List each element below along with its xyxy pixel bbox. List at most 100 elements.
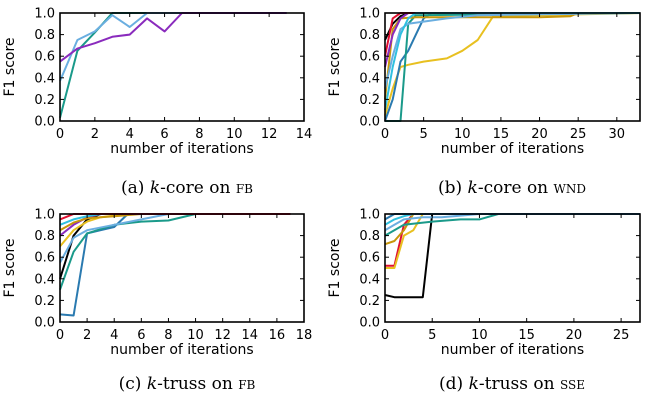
series-line-3 <box>385 12 641 122</box>
x-tick-label: 4 <box>110 328 118 343</box>
caption-k: k <box>468 178 478 198</box>
x-tick-label: 12 <box>261 127 278 142</box>
y-tick-label: 0.0 <box>359 316 380 331</box>
x-tick-label: 10 <box>471 328 488 343</box>
x-tick-label: 10 <box>226 127 243 142</box>
caption-k: k <box>469 374 479 394</box>
x-tick-label: 0 <box>56 127 64 142</box>
caption-dataset: sse <box>560 374 585 394</box>
x-tick-label: 0 <box>381 328 389 343</box>
x-tick-label: 10 <box>187 328 204 343</box>
y-tick-label: 0.0 <box>34 316 55 331</box>
caption-method: -truss on <box>157 374 238 394</box>
x-tick-label: 6 <box>137 328 145 343</box>
y-tick-label: 0.2 <box>34 93 55 108</box>
x-tick-label: 14 <box>242 328 259 343</box>
panel-caption: (a) k-core on fb <box>121 178 253 198</box>
x-tick-label: 12 <box>214 328 231 343</box>
caption-dataset: fb <box>238 374 255 394</box>
caption-label: (c) <box>119 374 147 394</box>
y-tick-label: 0.6 <box>359 251 380 266</box>
x-tick-label: 0 <box>381 127 389 142</box>
series-line-0 <box>384 213 640 299</box>
y-tick-label: 0.6 <box>34 251 55 266</box>
y-tick-label: 0.8 <box>34 28 55 43</box>
plot-frame <box>59 213 305 323</box>
y-tick-label: 0.8 <box>359 229 380 244</box>
x-tick-label: 2 <box>91 127 99 142</box>
y-tick-label: 0.8 <box>34 229 55 244</box>
x-tick-label: 6 <box>160 127 168 142</box>
x-axis-label: number of iterations <box>441 342 584 358</box>
y-axis-label: F1 score <box>327 37 343 96</box>
series-line-3 <box>384 213 640 246</box>
panel-caption: (d) k-truss on sse <box>439 374 585 394</box>
x-axis-label: number of iterations <box>441 141 584 157</box>
x-tick-label: 2 <box>83 328 91 343</box>
series-line-0 <box>59 12 287 119</box>
y-tick-label: 1.0 <box>359 7 380 22</box>
y-tick-label: 0.2 <box>34 294 55 309</box>
series-line-1 <box>384 12 641 116</box>
panel-caption: (c) k-truss on fb <box>119 374 256 394</box>
x-tick-label: 30 <box>609 127 626 142</box>
y-tick-label: 0.2 <box>359 93 380 108</box>
plot-frame <box>384 213 641 323</box>
y-tick-label: 0.6 <box>359 50 380 65</box>
caption-method: -core on <box>160 178 236 198</box>
panel-b: 0 5 10 15 20 25 30 0.0 0.2 0.4 0.6 0.8 1.0 number of … <box>327 7 641 198</box>
plot-frame <box>59 12 305 122</box>
caption-dataset: wnd <box>554 178 586 198</box>
y-tick-label: 1.0 <box>34 208 55 223</box>
x-tick-label: 5 <box>428 328 436 343</box>
y-axis-label: F1 score <box>327 238 343 297</box>
x-tick-label: 25 <box>613 328 630 343</box>
panel-d: 0 5 10 15 20 25 0.0 0.2 0.4 0.6 0.8 1.0 number of it… <box>327 208 641 394</box>
x-tick-label: 8 <box>195 127 203 142</box>
panel-a: 0 2 4 6 8 10 12 14 0.0 0.2 0.4 0.6 0.8 1.0 number of i… <box>2 7 312 199</box>
plot-frame <box>384 12 641 122</box>
x-axis-label: number of iterations <box>110 342 253 358</box>
y-tick-label: 0.4 <box>359 272 380 287</box>
x-tick-label: 0 <box>56 328 64 343</box>
x-tick-label: 15 <box>518 328 535 343</box>
series-line-2 <box>59 12 287 63</box>
x-tick-label: 14 <box>296 127 313 142</box>
x-tick-label: 4 <box>126 127 134 142</box>
caption-k: k <box>147 374 157 394</box>
x-tick-label: 25 <box>570 127 587 142</box>
y-tick-label: 1.0 <box>359 208 380 223</box>
series-line-3 <box>59 213 291 264</box>
x-tick-label: 20 <box>531 127 548 142</box>
series-line-2 <box>384 12 640 122</box>
x-tick-label: 20 <box>566 328 583 343</box>
x-tick-label: 18 <box>296 328 313 343</box>
x-tick-label: 10 <box>454 127 471 142</box>
x-tick-label: 15 <box>493 127 510 142</box>
panel-c: 0 2 4 6 8 10 12 14 16 18 0.0 0.2 0.4 0.6 0.8 1.0 number … <box>2 208 312 395</box>
series-line-5 <box>384 12 641 89</box>
y-tick-label: 0.8 <box>359 28 380 43</box>
caption-label: (a) <box>121 178 150 198</box>
x-tick-label: 8 <box>164 328 172 343</box>
panel-caption: (b) k-core on wnd <box>438 178 586 198</box>
caption-label: (d) <box>439 374 469 394</box>
y-tick-label: 0.4 <box>34 272 55 287</box>
y-axis-label: F1 score <box>2 238 18 297</box>
y-tick-label: 0.0 <box>34 115 55 130</box>
y-tick-label: 0.6 <box>34 50 55 65</box>
y-tick-label: 0.0 <box>359 115 380 130</box>
y-tick-label: 0.2 <box>359 294 380 309</box>
x-tick-label: 16 <box>269 328 286 343</box>
caption-method: -truss on <box>479 374 560 394</box>
caption-label: (b) <box>438 178 468 198</box>
series-line-1 <box>59 213 291 290</box>
caption-dataset: fb <box>236 178 253 198</box>
y-tick-label: 1.0 <box>34 7 55 22</box>
y-tick-label: 0.4 <box>359 71 380 86</box>
y-axis-label: F1 score <box>2 37 18 96</box>
caption-method: -core on <box>478 178 554 198</box>
caption-k: k <box>150 178 160 198</box>
x-tick-label: 5 <box>419 127 427 142</box>
